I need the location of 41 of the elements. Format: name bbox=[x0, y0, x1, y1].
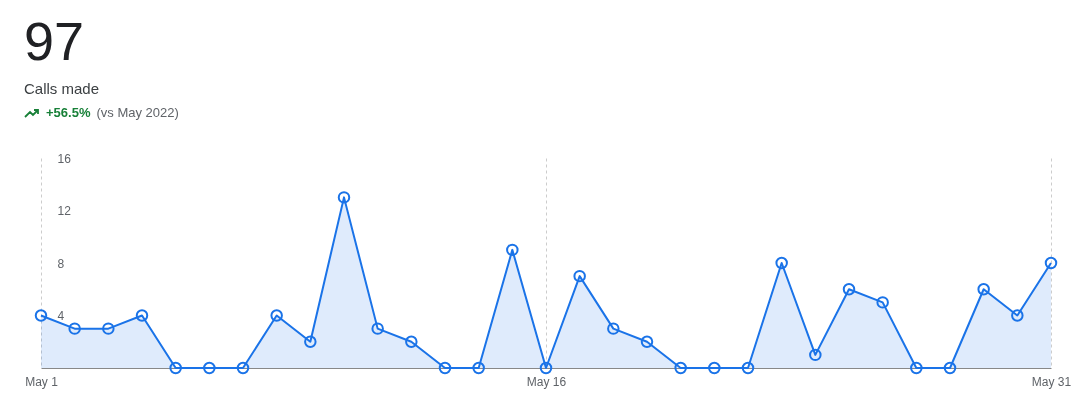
point bbox=[539, 361, 553, 375]
y-tick-label: 12 bbox=[57, 204, 72, 218]
point bbox=[943, 361, 957, 375]
point bbox=[842, 283, 856, 296]
point bbox=[135, 309, 149, 322]
chart-subtitle: Calls made bbox=[24, 80, 101, 97]
point bbox=[607, 322, 620, 335]
point bbox=[977, 283, 990, 296]
point bbox=[1011, 309, 1024, 322]
point bbox=[472, 361, 485, 375]
point bbox=[775, 256, 788, 270]
point bbox=[337, 191, 351, 204]
point bbox=[169, 361, 182, 375]
point bbox=[640, 335, 654, 348]
y-tick-label: 8 bbox=[57, 256, 65, 271]
point bbox=[876, 296, 889, 309]
x-tick-label: May 16 bbox=[526, 374, 567, 389]
point bbox=[68, 322, 81, 335]
point bbox=[405, 335, 418, 348]
point bbox=[236, 361, 250, 375]
x-tick-label: May 1 bbox=[25, 374, 59, 389]
text: +56.5% (vs May 2022) bbox=[46, 105, 179, 120]
point bbox=[203, 361, 216, 375]
point bbox=[438, 361, 452, 375]
y-tick-label: 16 bbox=[57, 151, 72, 166]
point bbox=[910, 361, 923, 375]
y-tick-label: 4 bbox=[57, 309, 65, 323]
point bbox=[34, 309, 48, 322]
point bbox=[674, 361, 687, 375]
point bbox=[506, 243, 519, 257]
point bbox=[102, 322, 115, 335]
point bbox=[304, 335, 317, 348]
point bbox=[371, 322, 384, 335]
point bbox=[270, 309, 283, 322]
chart-title: 97 bbox=[24, 10, 86, 72]
point bbox=[809, 348, 822, 362]
point bbox=[1044, 256, 1058, 270]
point bbox=[741, 361, 755, 375]
point bbox=[573, 269, 586, 283]
x-tick-label: May 31 bbox=[1031, 374, 1072, 389]
point bbox=[708, 361, 721, 375]
